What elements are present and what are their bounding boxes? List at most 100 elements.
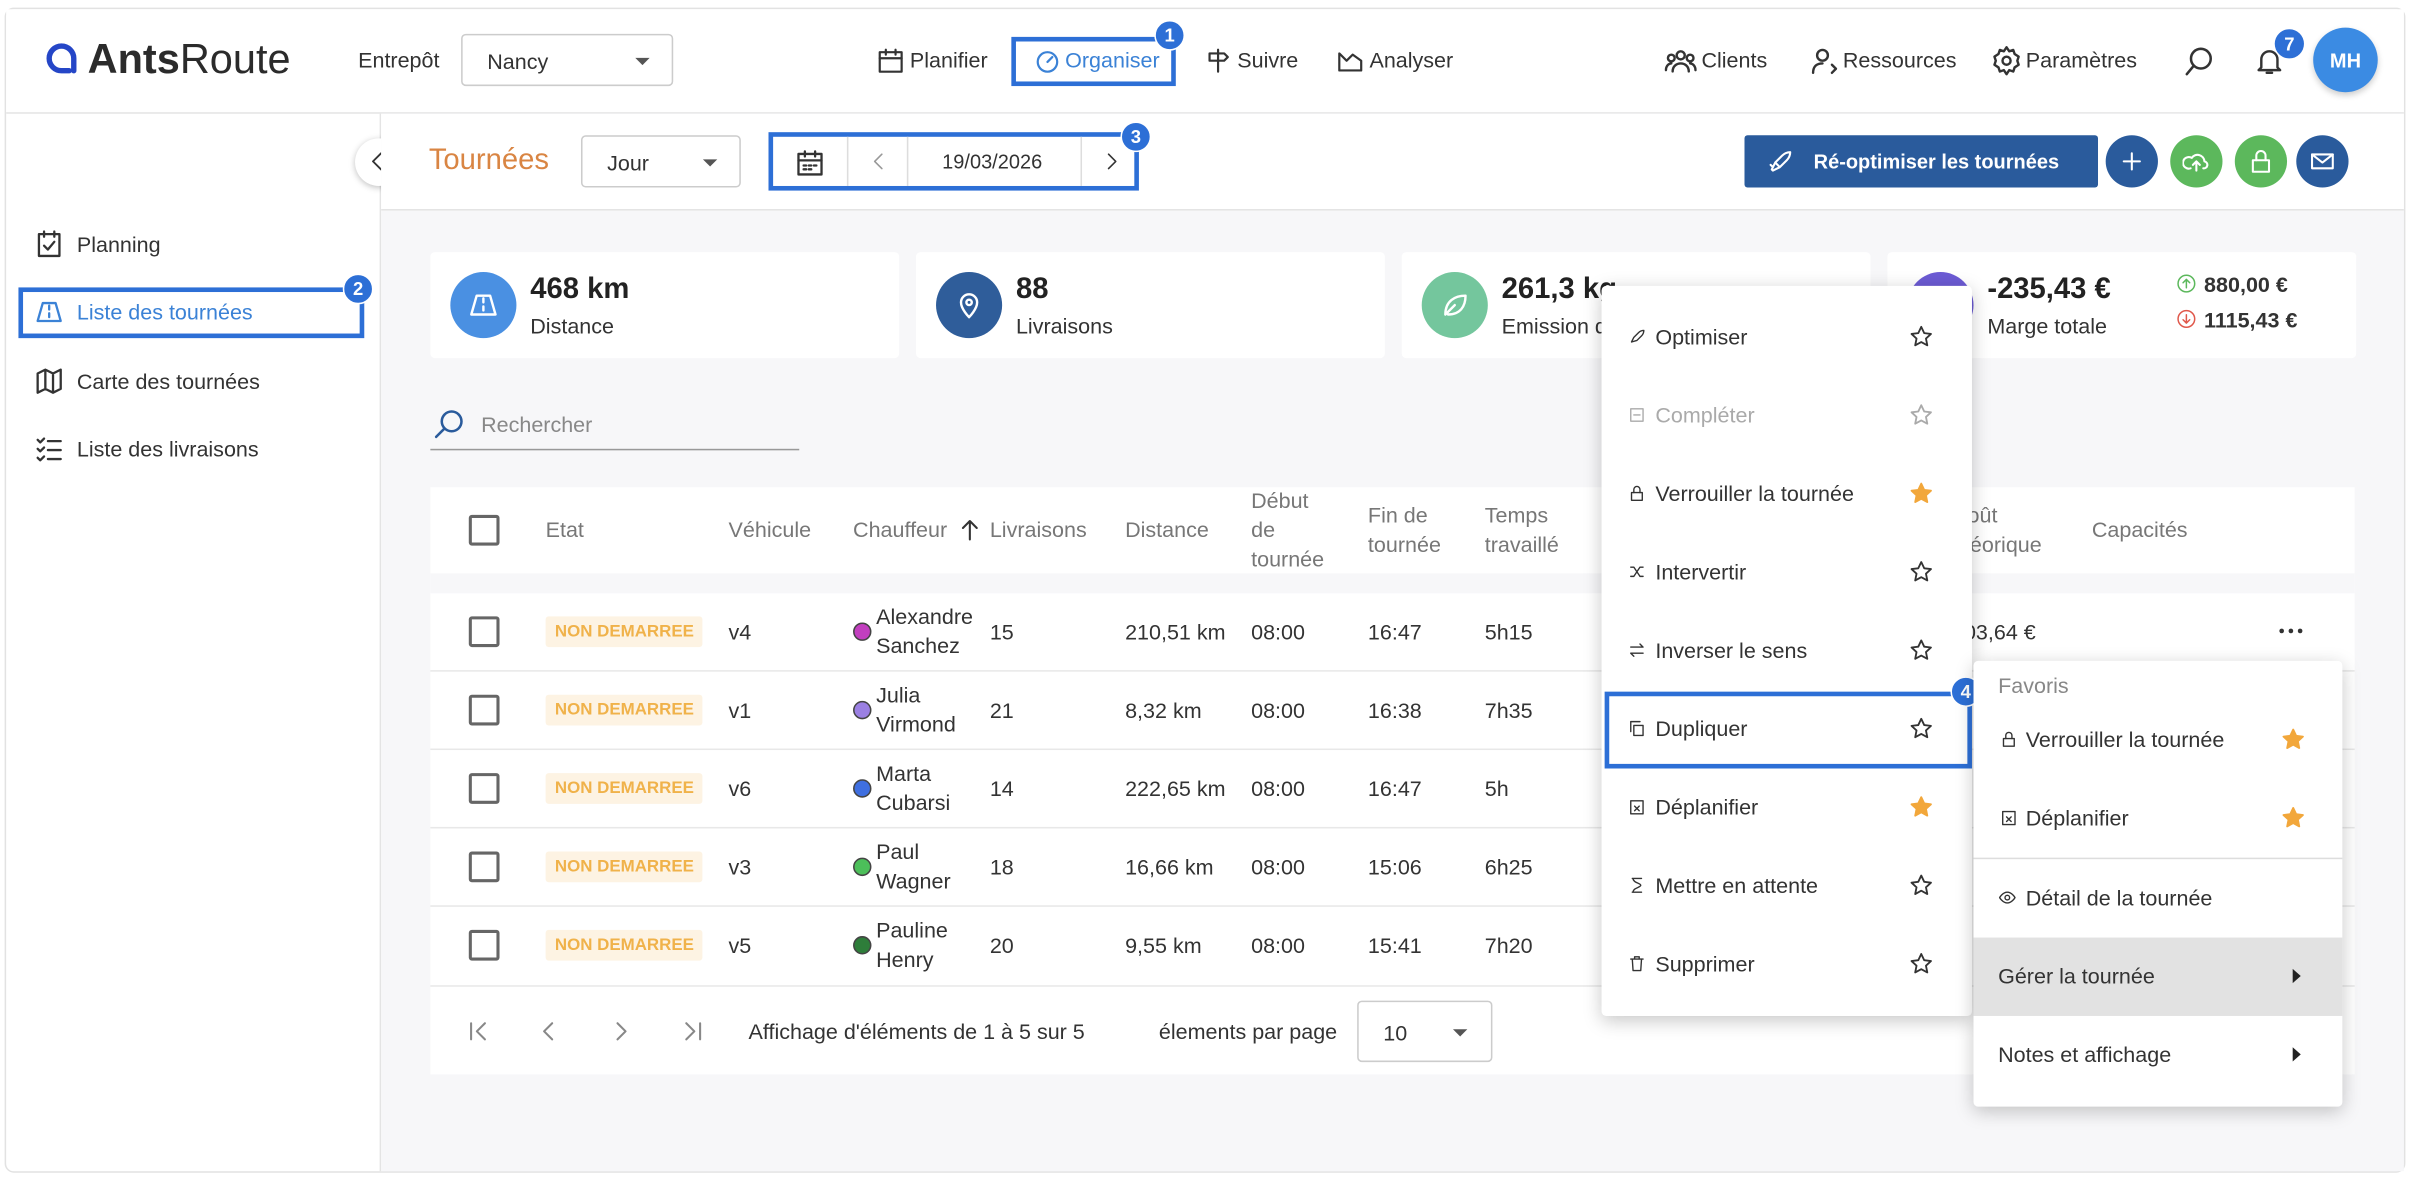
menu-item[interactable]: Supprimer	[1655, 951, 1755, 976]
cell: 16:47	[1367, 776, 1422, 801]
nav-link[interactable]: Ressources	[1842, 47, 1957, 73]
checkbox[interactable]	[468, 851, 500, 883]
sidebar-icon	[36, 301, 62, 323]
row-divider	[430, 826, 2355, 829]
pagination-button	[543, 1022, 554, 1041]
cell: 16,66 km	[1125, 854, 1214, 880]
checkbox[interactable]	[468, 694, 500, 726]
menu-item[interactable]: Optimiser	[1655, 324, 1748, 349]
menu-item[interactable]: Compléter	[1655, 402, 1755, 428]
dropdown-caret	[1452, 1029, 1468, 1037]
menu-item[interactable]: Détail de la tournée	[2025, 885, 2213, 910]
nav-link[interactable]: Analyser	[1369, 47, 1454, 73]
upload-button[interactable]	[2170, 135, 2223, 188]
cell: 08:00	[1251, 619, 1305, 645]
logo: Ants Route	[88, 36, 291, 84]
cell: 5h15	[1484, 619, 1533, 645]
menu-section: Favoris	[1998, 673, 2069, 698]
menu-item[interactable]: Gérer la tournée	[1998, 963, 2155, 989]
reoptimize-button[interactable]: Ré-optimiser les tournées	[1744, 135, 2099, 188]
next-day	[1107, 153, 1117, 170]
cell: 16:47	[1367, 619, 1422, 645]
nav-icon	[878, 48, 903, 73]
cell: Julia Virmond	[876, 682, 956, 737]
menu-item[interactable]: Notes et affichage	[1998, 1042, 2172, 1067]
add-button[interactable]	[2105, 135, 2158, 188]
nav-link[interactable]: Paramètres	[2025, 47, 2137, 73]
nav-link[interactable]: Organiser	[1065, 47, 1160, 73]
status-pill: NON DEMARREE	[545, 616, 704, 648]
sidebar-link[interactable]: Planning	[76, 232, 161, 257]
row-divider	[430, 670, 2355, 672]
cell: 21	[989, 697, 1014, 723]
cell: Alexandre Sanchez	[876, 604, 973, 658]
menu-item[interactable]: Verrouiller la tournée	[1655, 481, 1854, 506]
per-page-select[interactable]: 10	[1357, 1000, 1493, 1063]
cell: 14	[989, 776, 1014, 801]
menu-item[interactable]: Intervertir	[1655, 559, 1747, 585]
icon	[470, 294, 497, 316]
sidebar-icon	[36, 368, 62, 394]
button-icon	[2251, 150, 2271, 173]
submenu-arrow	[2292, 1047, 2301, 1062]
nav-link[interactable]: Clients	[1701, 47, 1768, 73]
nav-link[interactable]: Planifier	[909, 47, 988, 73]
warehouse-select[interactable]: Nancy	[461, 33, 674, 87]
label: 10	[1383, 1020, 1408, 1046]
divider	[846, 136, 849, 186]
pagination-button	[470, 1022, 486, 1041]
rocket-icon	[1769, 151, 1792, 172]
menu-item[interactable]: Déplanifier	[2025, 805, 2129, 830]
highlight-box	[1011, 36, 1176, 87]
pagination-button	[616, 1022, 627, 1041]
checkbox[interactable]	[468, 929, 500, 961]
nav-icon	[1036, 51, 1059, 73]
stat-value: -235,43 €	[1987, 273, 2111, 306]
email-button[interactable]	[2296, 135, 2349, 188]
checkbox[interactable]	[468, 616, 500, 648]
star-outline	[1910, 325, 1932, 347]
notification-count: 7	[2273, 27, 2306, 60]
nav-link[interactable]: Suivre	[1237, 47, 1299, 73]
cell: 8,32 km	[1125, 697, 1202, 723]
star-filled	[2282, 728, 2304, 749]
menu-item[interactable]: Verrouiller la tournée	[2025, 727, 2225, 752]
view-select[interactable]: Jour	[580, 135, 741, 188]
menu-item[interactable]: Mettre en attente	[1655, 873, 1819, 898]
checkbox[interactable]	[468, 773, 500, 804]
status-pill: NON DEMARREE	[545, 929, 704, 961]
pagination-button	[685, 1022, 702, 1041]
divider	[906, 136, 909, 186]
separator	[1973, 857, 2343, 860]
avatar[interactable]: MH	[2313, 27, 2378, 93]
cell: 08:00	[1251, 932, 1305, 958]
page-title: Tournées	[428, 144, 549, 177]
stat-value: 88	[1015, 273, 1049, 306]
menu-item[interactable]: Dupliquer	[1655, 716, 1748, 741]
status-pill: NON DEMARREE	[545, 773, 704, 804]
menu-icon	[1630, 408, 1644, 422]
cell: v6	[728, 776, 752, 801]
stat-icon	[1421, 272, 1488, 339]
menu-item[interactable]: Inverser le sens	[1655, 637, 1808, 663]
sort-arrow	[961, 520, 978, 541]
sidebar-link[interactable]: Carte des tournées	[76, 368, 260, 394]
column-header: Capacités	[2091, 517, 2188, 542]
menu-icon	[1631, 877, 1643, 893]
trend-up	[2177, 274, 2196, 293]
stat-value: 468 km	[530, 273, 630, 306]
status-pill: NON DEMARREE	[545, 851, 704, 883]
stat-card: 468 km Distance	[430, 252, 900, 359]
driver-dot	[853, 700, 872, 720]
menu-icon	[1630, 566, 1644, 578]
sidebar-link[interactable]: Liste des tournées	[76, 299, 253, 325]
chevron-left	[372, 152, 383, 171]
nav-icon	[1811, 48, 1838, 75]
sidebar-link[interactable]: Liste des livraisons	[76, 436, 259, 462]
button-icon	[2182, 153, 2209, 172]
dot	[2287, 628, 2293, 634]
nav-icon	[1664, 50, 1697, 73]
checkbox[interactable]	[468, 514, 500, 546]
menu-item[interactable]: Déplanifier	[1655, 794, 1759, 820]
lock-button[interactable]	[2234, 135, 2288, 188]
